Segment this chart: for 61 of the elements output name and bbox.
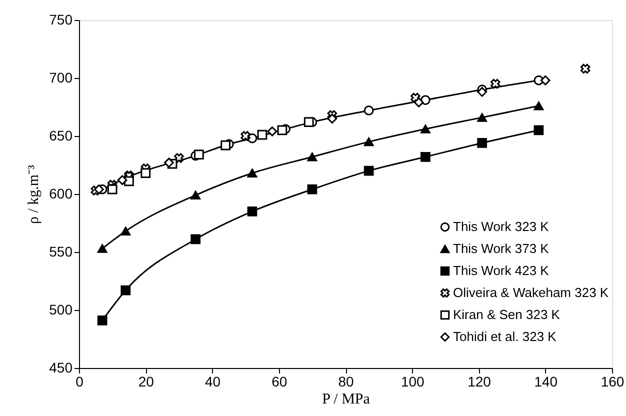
x-tick-label: 40 [204,374,221,390]
point [327,114,338,124]
point [247,168,258,178]
point [304,117,314,128]
point [364,137,374,146]
y-tick-label: 550 [49,244,73,260]
legend-label: Tohidi et al. 323 K [453,329,557,344]
point [490,78,500,89]
legend-label: This Work 423 K [453,263,550,278]
y-tick-label: 450 [49,360,73,376]
y-tick-label: 700 [49,70,73,86]
y-axis-title: ρ / kg.m⁻³ [26,164,42,224]
point [540,75,550,86]
point [120,226,131,236]
point [364,166,374,176]
x-tick-label: 20 [138,374,154,390]
point [240,131,250,141]
point [420,152,430,162]
point [477,138,488,148]
point [190,190,201,200]
point [267,126,278,136]
point [174,153,184,163]
point [257,130,268,140]
point [247,206,258,216]
x-tick-label: 100 [400,374,425,390]
point [477,113,488,122]
point [97,244,108,253]
x-tick-label: 60 [272,374,288,390]
x-axis-title: P / MPa [322,392,370,408]
point [117,175,128,186]
point [190,234,201,244]
point [534,125,544,136]
point [94,184,104,194]
legend-label: This Work 373 K [453,241,550,256]
legend-label: This Work 323 K [453,219,550,234]
point [364,106,374,116]
y-tick-label: 600 [49,186,73,202]
x-tick-label: 120 [468,374,492,390]
point [277,125,288,136]
point [107,184,118,194]
y-tick-label: 750 [49,12,73,28]
point [410,92,420,103]
x-tick-label: 160 [600,374,624,390]
point [420,124,430,134]
point [580,64,590,74]
x-tick-label: 0 [76,374,84,390]
point [164,158,174,168]
point [97,316,108,326]
legend-label: Kiran & Sen 323 K [453,307,560,322]
point [140,168,151,178]
x-tick-label: 80 [338,374,354,390]
point [120,285,131,296]
legend-label: Oliveira & Wakeham 323 K [453,285,609,300]
point [194,150,204,160]
y-tick-label: 650 [49,128,73,144]
x-tick-label: 140 [534,374,558,390]
point [534,101,544,110]
point [307,184,318,194]
point [220,140,231,150]
y-tick-label: 500 [49,302,73,318]
point [307,152,318,162]
